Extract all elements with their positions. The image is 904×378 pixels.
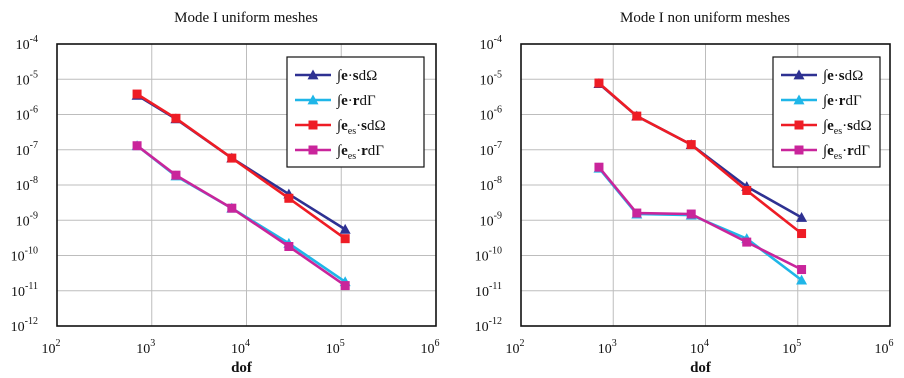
plot-frame (520, 43, 891, 327)
x-tick-label: 106 (875, 338, 894, 357)
x-tick-label: 103 (136, 338, 155, 357)
y-tick-label: 10-8 (480, 175, 502, 194)
data-point (171, 113, 181, 123)
data-point (227, 153, 237, 163)
y-tick-label: 10-10 (475, 246, 502, 265)
x-tick-label: 103 (598, 338, 617, 357)
data-point (284, 193, 294, 203)
legend-label: ∫e·sdΩ (336, 68, 377, 84)
chart-title: Mode I non uniform meshes (620, 10, 790, 26)
y-tick-label: 10-12 (11, 316, 38, 335)
y-tick-label: 10-4 (480, 34, 502, 53)
legend-marker (793, 69, 805, 80)
legend-label: ∫ees·rdΓ (336, 143, 384, 162)
data-point (796, 274, 808, 285)
x-tick-label: 102 (506, 338, 525, 357)
legend-label: ∫e·rdΓ (822, 93, 862, 109)
data-point (594, 78, 604, 88)
x-tick-label: 105 (782, 338, 801, 357)
y-tick-label: 10-8 (16, 175, 38, 194)
data-point (796, 211, 808, 222)
y-tick-label: 10-12 (475, 316, 502, 335)
series-3 (132, 89, 350, 244)
chart-title: Mode I uniform meshes (174, 10, 318, 26)
x-tick-label: 105 (326, 338, 345, 357)
y-tick-label: 10-5 (480, 69, 502, 88)
data-point (132, 141, 142, 151)
data-point (340, 281, 350, 291)
data-point (686, 209, 696, 219)
y-tick-label: 10-10 (11, 246, 38, 265)
y-tick-label: 10-9 (16, 210, 38, 229)
series-4 (594, 162, 807, 275)
y-tick-label: 10-11 (475, 281, 502, 300)
data-point (171, 170, 181, 180)
y-tick-label: 10-11 (11, 281, 38, 300)
plot-frame (56, 43, 437, 327)
legend-marker (793, 94, 805, 105)
legend-marker (794, 120, 804, 130)
data-point (632, 111, 642, 121)
x-tick-label: 106 (421, 338, 440, 357)
data-point (594, 162, 604, 172)
y-tick-label: 10-5 (16, 69, 38, 88)
legend-label: ∫ees·sdΩ (822, 118, 872, 137)
series-3 (594, 78, 807, 239)
legend: ∫e·sdΩ ∫e·rdΓ ∫ees·sdΩ ∫ees·rdΓ (286, 56, 425, 168)
data-point (340, 234, 350, 244)
data-point (284, 242, 294, 252)
y-tick-label: 10-4 (16, 34, 38, 53)
y-tick-label: 10-9 (480, 210, 502, 229)
data-point (227, 203, 237, 213)
data-point (339, 223, 351, 234)
series-line (597, 166, 803, 271)
x-axis-label: dof (231, 360, 253, 376)
legend-label: ∫ees·sdΩ (336, 118, 386, 137)
data-point (132, 89, 142, 99)
y-tick-label: 10-7 (16, 140, 38, 159)
series-2 (593, 162, 808, 285)
x-tick-label: 104 (690, 338, 709, 357)
x-tick-label: 102 (42, 338, 61, 357)
legend-label: ∫ees·rdΓ (822, 143, 870, 162)
x-tick-label: 104 (231, 338, 250, 357)
legend-marker (308, 145, 318, 155)
y-tick-label: 10-6 (16, 105, 38, 124)
chart-panel-2: Mode I non uniform meshes 102 103 104 105 106… (475, 10, 894, 376)
legend-marker (307, 94, 319, 105)
legend-label: ∫e·sdΩ (822, 68, 863, 84)
data-point (797, 229, 807, 239)
legend-label: ∫e·rdΓ (336, 93, 376, 109)
series-line (598, 82, 803, 235)
legend-marker (794, 145, 804, 155)
data-point (686, 140, 696, 150)
y-tick-label: 10-6 (480, 105, 502, 124)
data-point (742, 237, 752, 247)
legend: ∫e·sdΩ ∫e·rdΓ ∫ees·sdΩ ∫ees·rdΓ (772, 56, 881, 168)
data-point (797, 265, 807, 275)
chart-panel-1: Mode I uniform meshes 102 103 104 105 106 10-4… (11, 10, 440, 376)
y-tick-label: 10-7 (480, 140, 502, 159)
legend-marker (308, 120, 318, 130)
legend-marker (307, 69, 319, 80)
x-axis-label: dof (690, 360, 712, 376)
data-point (632, 208, 642, 218)
data-point (742, 185, 752, 195)
series-4 (132, 141, 350, 291)
